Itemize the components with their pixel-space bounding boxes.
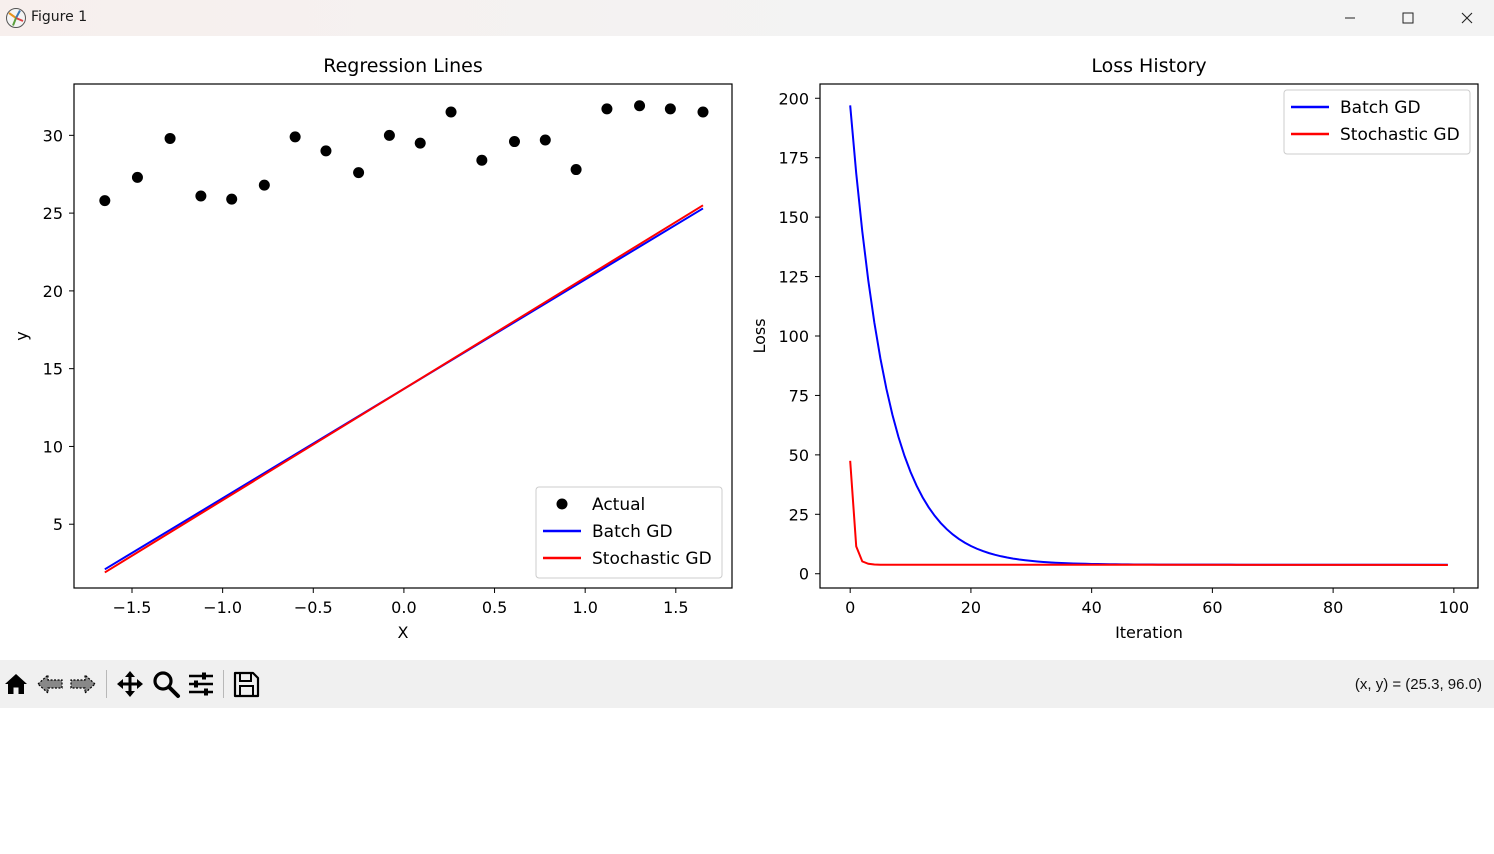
axes-frame bbox=[73, 83, 733, 589]
forward-icon bbox=[70, 673, 96, 695]
minimize-icon bbox=[1345, 17, 1355, 19]
scatter-point bbox=[570, 164, 582, 176]
legend-box bbox=[1283, 89, 1471, 155]
zoom-button[interactable] bbox=[150, 668, 182, 700]
y-tick-label: 25 bbox=[789, 505, 809, 524]
x-tick-label: 0.0 bbox=[391, 598, 416, 617]
scatter-point bbox=[195, 190, 207, 202]
matplotlib-logo-icon bbox=[6, 8, 26, 28]
scatter-point bbox=[353, 167, 365, 179]
legend-label: Stochastic GD bbox=[1340, 125, 1460, 145]
scatter-point bbox=[258, 179, 270, 191]
scatter-point bbox=[226, 193, 238, 205]
x-tick-label: 60 bbox=[1202, 598, 1222, 617]
cursor-coordinates: (x, y) = (25.3, 96.0) bbox=[1354, 676, 1482, 693]
y-tick-label: 15 bbox=[43, 360, 63, 379]
maximize-button[interactable] bbox=[1379, 0, 1437, 36]
series-line bbox=[104, 204, 704, 574]
scatter-point bbox=[634, 100, 646, 112]
scatter-point bbox=[289, 131, 301, 143]
x-tick-label: 80 bbox=[1323, 598, 1343, 617]
chart-title: Regression Lines bbox=[323, 55, 482, 77]
scatter-point bbox=[508, 136, 520, 148]
series-line bbox=[849, 105, 1448, 566]
legend-box bbox=[535, 486, 723, 579]
x-tick-label: −1.5 bbox=[113, 598, 152, 617]
x-tick-label: 20 bbox=[961, 598, 981, 617]
y-tick-label: 125 bbox=[778, 268, 809, 287]
x-tick-label: −0.5 bbox=[294, 598, 333, 617]
x-axis-label: Iteration bbox=[1115, 623, 1183, 642]
scatter-point bbox=[664, 103, 676, 115]
home-icon bbox=[5, 674, 27, 694]
x-tick-label: −1.0 bbox=[203, 598, 242, 617]
y-tick-label: 10 bbox=[43, 437, 63, 456]
scatter-point bbox=[414, 137, 426, 149]
back-icon bbox=[37, 673, 63, 695]
window-titlebar: Figure 1 bbox=[0, 0, 1494, 36]
toolbar-separator bbox=[223, 670, 224, 698]
scatter-point bbox=[99, 195, 111, 207]
y-tick-label: 150 bbox=[778, 208, 809, 227]
chart-title: Loss History bbox=[1091, 55, 1206, 77]
scatter-point bbox=[697, 106, 709, 118]
x-tick-label: 100 bbox=[1439, 598, 1470, 617]
x-tick-label: 1.0 bbox=[572, 598, 597, 617]
scatter-point bbox=[445, 106, 457, 118]
series-line bbox=[849, 460, 1448, 566]
x-tick-label: 1.5 bbox=[663, 598, 688, 617]
toolbar-separator bbox=[106, 670, 107, 698]
navigation-toolbar: (x, y) = (25.3, 96.0) bbox=[0, 660, 1494, 708]
y-tick-label: 30 bbox=[43, 126, 63, 145]
pan-button[interactable] bbox=[114, 668, 146, 700]
x-tick-label: 40 bbox=[1081, 598, 1101, 617]
window-title: Figure 1 bbox=[31, 9, 88, 25]
scatter-point bbox=[539, 134, 551, 146]
zoom-icon bbox=[153, 671, 180, 698]
legend-label: Stochastic GD bbox=[592, 549, 712, 569]
close-button[interactable] bbox=[1438, 0, 1494, 36]
pan-icon bbox=[117, 671, 143, 697]
scatter-point bbox=[131, 171, 143, 183]
x-axis-label: X bbox=[398, 623, 409, 642]
x-tick-label: 0.5 bbox=[482, 598, 507, 617]
figure-svg: Regression Lines −1.5 −1.0 −0.5 0.0 0.5 1.0 1.5… bbox=[12, 55, 1479, 642]
y-axis-label: Loss bbox=[750, 318, 769, 353]
y-tick-label: 200 bbox=[778, 89, 809, 108]
legend-label: Batch GD bbox=[592, 522, 673, 542]
scatter-point bbox=[320, 145, 332, 157]
legend-label: Actual bbox=[592, 495, 645, 515]
scatter-point bbox=[601, 103, 613, 115]
y-tick-label: 175 bbox=[778, 149, 809, 168]
legend-label: Batch GD bbox=[1340, 98, 1421, 118]
y-tick-label: 5 bbox=[53, 515, 63, 534]
y-tick-label: 20 bbox=[43, 282, 63, 301]
home-button[interactable] bbox=[0, 668, 32, 700]
scatter-point bbox=[476, 154, 488, 166]
y-tick-label: 75 bbox=[789, 386, 809, 405]
legend-marker bbox=[556, 498, 568, 510]
y-tick-label: 0 bbox=[799, 565, 809, 584]
maximize-icon bbox=[1402, 12, 1414, 24]
axes-frame bbox=[819, 83, 1479, 589]
minimize-button[interactable] bbox=[1321, 0, 1379, 36]
x-tick-label: 0 bbox=[845, 598, 855, 617]
y-tick-label: 100 bbox=[778, 327, 809, 346]
figure-canvas[interactable]: Regression Lines −1.5 −1.0 −0.5 0.0 0.5 1.0 1.5… bbox=[0, 36, 1494, 660]
y-tick-label: 25 bbox=[43, 204, 63, 223]
configure-subplots-button[interactable] bbox=[185, 668, 217, 700]
close-icon bbox=[1461, 12, 1473, 24]
plot-area bbox=[99, 100, 709, 574]
forward-button[interactable] bbox=[67, 668, 99, 700]
save-icon bbox=[233, 671, 260, 698]
scatter-point bbox=[164, 132, 176, 144]
scatter-point bbox=[383, 129, 395, 141]
back-button[interactable] bbox=[34, 668, 66, 700]
y-tick-label: 50 bbox=[789, 446, 809, 465]
configure-subplots-icon bbox=[189, 672, 213, 696]
plot-area bbox=[849, 105, 1448, 566]
save-button[interactable] bbox=[230, 668, 262, 700]
y-axis-label: y bbox=[12, 331, 31, 340]
